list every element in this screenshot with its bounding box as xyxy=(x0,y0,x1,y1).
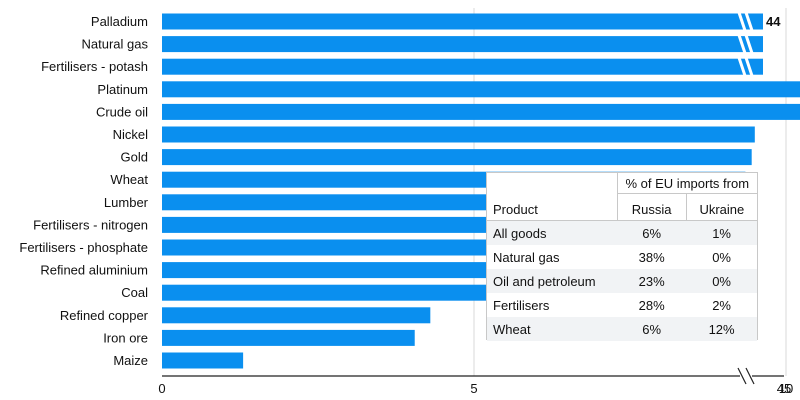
product-cell: Natural gas xyxy=(493,249,560,265)
russia-cell: 23% xyxy=(617,269,687,293)
bar xyxy=(162,36,763,53)
category-label: Palladium xyxy=(91,14,148,29)
bar xyxy=(162,262,524,279)
bar xyxy=(162,103,800,120)
ukraine-cell: 0% xyxy=(686,269,757,293)
bar-break-mark xyxy=(737,12,754,31)
category-label: Gold xyxy=(121,150,148,165)
bar xyxy=(162,126,755,143)
ukraine-cell: 12% xyxy=(686,317,757,341)
x-tick-label: 5 xyxy=(470,381,477,396)
category-label: Platinum xyxy=(97,82,148,97)
x-tick-label: 10 xyxy=(779,381,793,396)
table-group-header: % of EU imports from xyxy=(616,173,757,194)
category-label: Refined aluminium xyxy=(40,263,148,278)
product-cell: Wheat xyxy=(487,317,618,341)
x-tick-label: 45 xyxy=(777,381,791,396)
column-header-russia: Russia xyxy=(616,193,687,221)
bar xyxy=(162,149,752,166)
table-row: Oil and petroleum 23% 0% xyxy=(487,269,757,293)
category-label: Fertilisers - potash xyxy=(41,59,148,74)
bar xyxy=(162,284,490,301)
bar xyxy=(162,58,763,75)
bar xyxy=(162,352,244,369)
table-row: Wheat 6% 12% xyxy=(487,317,757,341)
column-header-product: Product xyxy=(487,193,618,221)
imports-table: % of EU imports from Product Russia Ukra… xyxy=(487,173,757,341)
russia-cell: 38% xyxy=(638,249,665,265)
category-label: Wheat xyxy=(110,172,148,187)
bar xyxy=(162,307,431,324)
column-header-ukraine: Ukraine xyxy=(685,193,757,221)
category-label: Maize xyxy=(113,353,148,368)
category-label: Fertilisers - nitrogen xyxy=(33,217,148,232)
bar-break-mark xyxy=(737,34,754,54)
data-label: 44 xyxy=(766,14,781,29)
bar xyxy=(162,13,763,30)
category-label: Fertilisers - phosphate xyxy=(19,240,148,255)
category-label: Crude oil xyxy=(96,104,148,119)
table-row: Fertilisers 28% 2% xyxy=(487,293,757,317)
category-label: Natural gas xyxy=(82,37,149,52)
table-row: All goods 6% 1% xyxy=(487,220,757,245)
russia-cell: 28% xyxy=(638,297,665,313)
bar xyxy=(162,81,800,98)
category-label: Nickel xyxy=(113,127,149,142)
ukraine-cell: 2% xyxy=(712,297,731,313)
bar-break-mark xyxy=(737,57,754,77)
imports-table-panel: % of EU imports from Product Russia Ukra… xyxy=(486,172,758,341)
product-cell: All goods xyxy=(487,220,618,245)
axis-break-gap xyxy=(740,372,752,380)
product-cell: Fertilisers xyxy=(493,297,550,313)
ukraine-cell: 1% xyxy=(686,220,757,245)
x-tick-label: 0 xyxy=(158,381,165,396)
category-label: Coal xyxy=(121,285,148,300)
russia-cell: 6% xyxy=(617,220,687,245)
category-label: Refined copper xyxy=(60,308,149,323)
category-label: Lumber xyxy=(104,195,149,210)
bar xyxy=(162,329,415,346)
table-row: Natural gas 38% 0% xyxy=(487,245,757,269)
category-label: Iron ore xyxy=(103,330,148,345)
product-cell: Oil and petroleum xyxy=(487,269,618,293)
ukraine-cell: 0% xyxy=(712,249,731,265)
axis-break-mark xyxy=(737,367,755,385)
russia-cell: 6% xyxy=(617,317,687,341)
table-corner xyxy=(487,173,617,194)
